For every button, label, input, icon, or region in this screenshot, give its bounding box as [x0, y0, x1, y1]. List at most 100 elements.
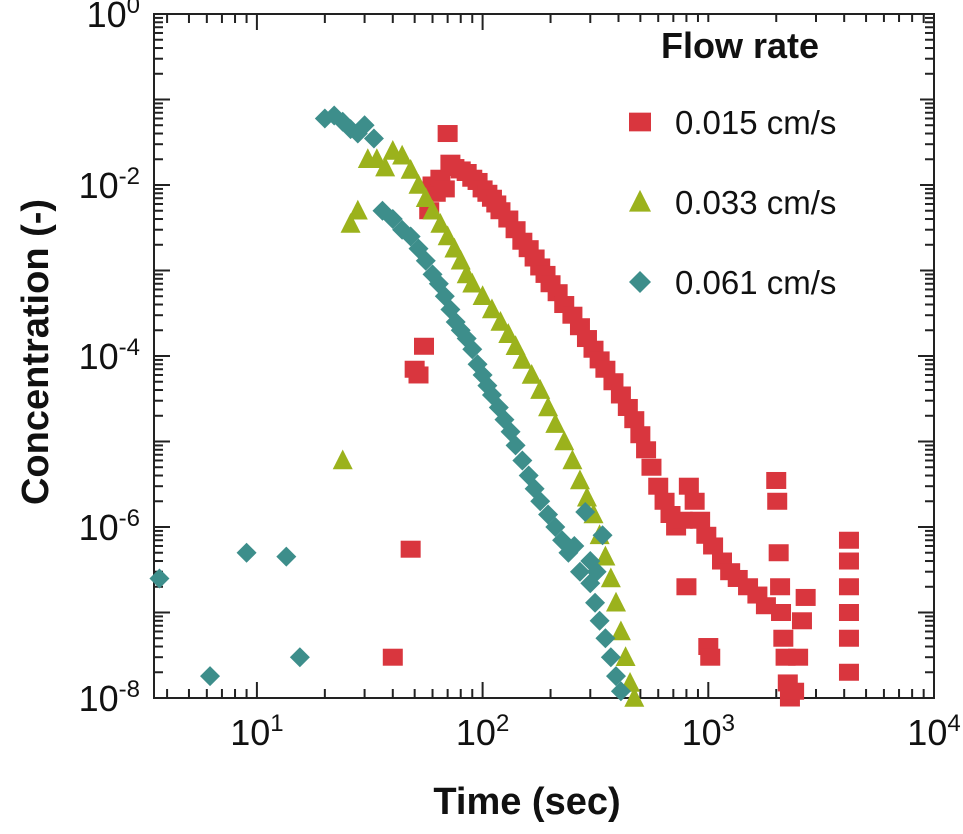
data-point [363, 128, 384, 149]
y-tick-base: 10 [79, 507, 119, 548]
data-point [392, 144, 413, 165]
legend-marker-triangle [629, 189, 651, 212]
data-point [400, 226, 421, 247]
legend: Flow rate 0.015 cm/s 0.033 cm/s 0.061 cm/s [600, 22, 920, 312]
data-point [472, 285, 493, 306]
data-point [592, 525, 613, 546]
data-point [347, 199, 368, 220]
data-point [450, 249, 471, 270]
y-tick-label: 10-4 [79, 334, 140, 377]
x-tick-base: 10 [456, 712, 496, 753]
data-point [332, 449, 353, 470]
data-point [585, 592, 606, 613]
x-tick-label: 102 [456, 710, 509, 753]
data-point [600, 567, 621, 588]
data-point [289, 647, 310, 668]
data-point [400, 158, 421, 179]
data-point [494, 409, 515, 430]
y-tick-exponent: 0 [127, 0, 140, 19]
x-tick-label: 104 [907, 710, 960, 753]
data-point [538, 396, 559, 417]
x-tick-base: 10 [907, 712, 947, 753]
data-point [400, 540, 421, 558]
data-point [610, 620, 631, 641]
data-point [382, 648, 403, 666]
data-point [672, 511, 693, 529]
data-point [462, 272, 483, 293]
data-point [784, 682, 805, 700]
data-point [512, 348, 533, 369]
legend-entry-label: 0.033 cm/s [675, 184, 836, 221]
data-point [375, 156, 396, 177]
data-point [624, 687, 645, 707]
data-point [603, 373, 624, 391]
data-point [838, 552, 859, 570]
y-tick-label: 10-6 [79, 505, 140, 548]
data-point [636, 441, 657, 459]
data-point [276, 546, 297, 567]
data-point [569, 469, 590, 490]
legend-marker-diamond [629, 271, 651, 293]
data-point [564, 535, 585, 556]
data-point [437, 225, 458, 246]
data-point [606, 591, 627, 612]
data-point [630, 426, 651, 444]
data-point [462, 339, 483, 360]
legend-background [600, 22, 920, 312]
x-tick-label: 103 [682, 710, 735, 753]
data-point [595, 545, 616, 566]
y-tick-label: 10-8 [79, 676, 140, 719]
data-point [545, 413, 566, 433]
y-tick-base: 10 [79, 165, 119, 206]
y-tick-exponent: -2 [119, 163, 140, 190]
data-point [236, 542, 257, 563]
data-point [500, 421, 521, 442]
data-point [795, 588, 816, 606]
legend-title: Flow rate [661, 25, 819, 66]
x-axis-title: Time (sec) [433, 781, 620, 823]
data-point [512, 450, 533, 471]
data-point [521, 363, 542, 384]
x-tick-exponent: 2 [496, 710, 509, 737]
y-tick-exponent: -8 [119, 676, 140, 703]
data-point [767, 492, 788, 510]
data-point [569, 561, 590, 582]
data-marks [149, 105, 859, 707]
data-point [838, 578, 859, 596]
y-tick-base: 10 [87, 0, 127, 35]
data-point [422, 199, 443, 220]
y-tick-base: 10 [79, 336, 119, 377]
legend-entry-label: 0.061 cm/s [675, 264, 836, 301]
x-tick-base: 10 [682, 712, 722, 753]
data-point [770, 578, 791, 596]
data-point [678, 477, 699, 495]
data-point [654, 492, 675, 510]
data-point [354, 115, 375, 136]
data-point [408, 366, 429, 384]
data-point [415, 187, 436, 208]
data-point [606, 666, 627, 687]
data-point [589, 610, 610, 631]
data-point [382, 209, 403, 230]
data-point [771, 604, 792, 621]
data-point [530, 379, 551, 399]
data-point [414, 337, 435, 355]
x-tick-exponent: 4 [947, 710, 960, 737]
data-point [149, 568, 170, 589]
x-tick-base: 10 [230, 712, 270, 753]
data-point [575, 501, 596, 522]
data-point [200, 666, 221, 687]
y-tick-label: 10-2 [79, 163, 140, 206]
x-tick-exponent: 1 [270, 710, 283, 737]
y-tick-exponent: -4 [119, 334, 140, 361]
data-point [838, 629, 859, 647]
data-point [610, 681, 631, 702]
data-point [838, 663, 859, 681]
series-triangle [332, 139, 645, 707]
data-point [641, 458, 662, 476]
data-point [624, 411, 645, 429]
data-point [791, 612, 812, 630]
data-point [545, 517, 566, 537]
